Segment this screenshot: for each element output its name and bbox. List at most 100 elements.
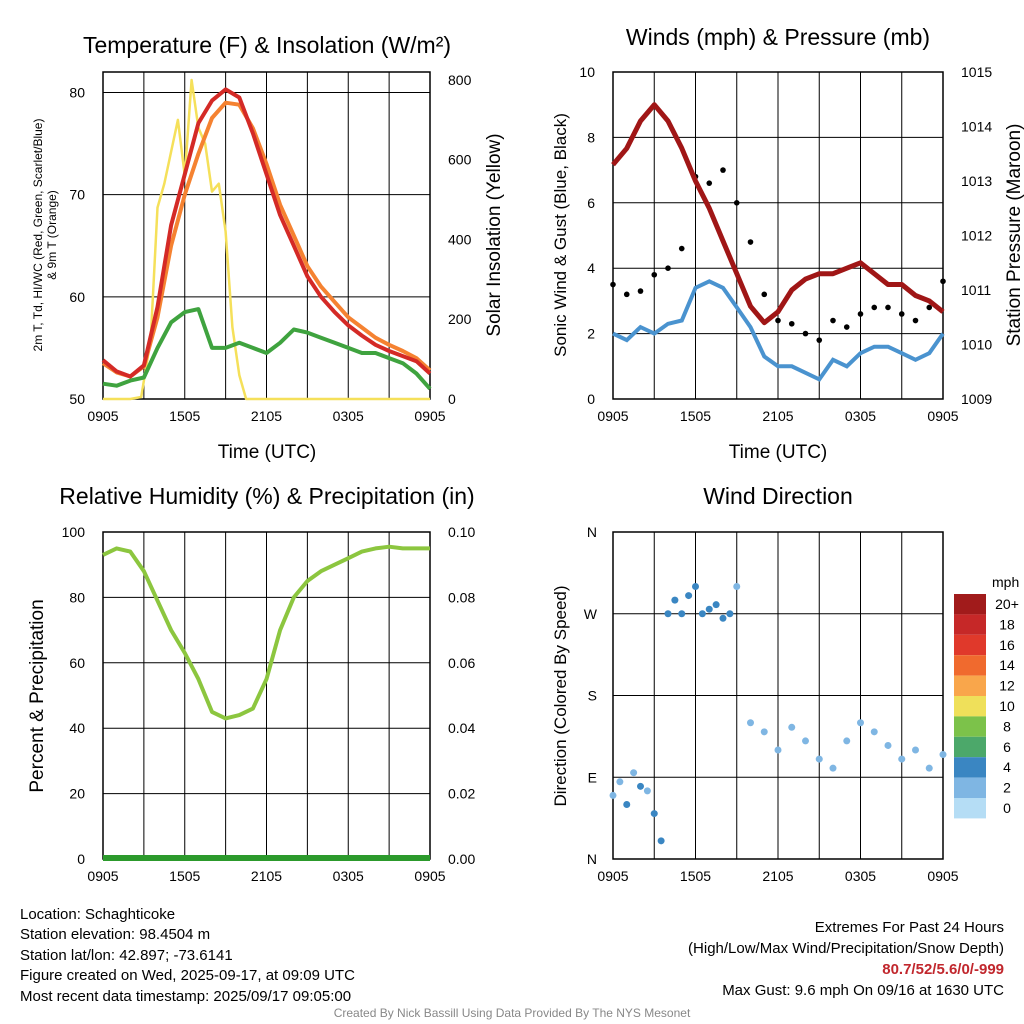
legend-swatch	[954, 675, 986, 696]
y-tick-label-left: 60	[69, 655, 85, 671]
direction-point	[685, 592, 693, 600]
direction-point	[925, 764, 933, 772]
wind-direction-title: Wind Direction	[703, 483, 853, 509]
temperature-xlabel: Time (UTC)	[218, 442, 317, 463]
y-tick-label-left: 100	[62, 524, 86, 540]
legend-label: 10	[999, 698, 1015, 714]
rh-xticks: 0905 1505 2105 0305 0905	[87, 868, 445, 884]
wind-title: Winds (mph) & Pressure (mb)	[626, 24, 930, 50]
x-tick-label: 1505	[169, 868, 200, 884]
legend-swatch	[954, 655, 986, 676]
y-tick-label: E	[588, 769, 597, 785]
gust-point	[637, 288, 644, 294]
wind-yticks-left: 0 2 4 6 8 10	[579, 64, 595, 407]
x-tick-label: 0905	[927, 868, 958, 884]
direction-point	[664, 610, 672, 618]
gust-point	[843, 324, 850, 330]
temperature-ylabel-left-2: & 9m T (Orange)	[45, 190, 59, 280]
temperature-ylabel-left-1: 2m T, Td, HI/WC (Red, Green, Scarlet/Blu…	[31, 119, 45, 352]
y-tick-label-left: 0	[77, 851, 85, 867]
rh-title: Relative Humidity (%) & Precipitation (i…	[59, 483, 474, 509]
x-tick-label: 0305	[845, 408, 876, 424]
created-text: Figure created on Wed, 2025-09-17, at 09…	[20, 967, 355, 985]
wind-series	[610, 102, 946, 382]
x-tick-label: 2105	[251, 408, 282, 424]
y-tick-label-left: 4	[587, 260, 595, 276]
x-tick-label: 1505	[169, 408, 200, 424]
y-tick-label-left: 6	[587, 195, 595, 211]
temp9m-line	[101, 100, 432, 379]
y-tick-label-right: 1010	[961, 337, 992, 353]
x-tick-label: 0305	[333, 868, 364, 884]
direction-point	[733, 583, 741, 590]
y-tick-label-right: 1011	[961, 282, 991, 298]
y-tick-label-right: 1009	[961, 391, 992, 407]
wind-ylabel-left: Sonic Wind & Gust (Blue, Black)	[551, 113, 570, 357]
direction-point	[712, 601, 720, 609]
credit-text: Created By Nick Bassill Using Data Provi…	[333, 1006, 691, 1020]
y-tick-label-right: 0.04	[448, 720, 475, 736]
y-tick-label-left: 80	[69, 84, 85, 100]
y-tick-label-right: 400	[448, 231, 472, 247]
direction-point	[788, 723, 796, 731]
y-tick-label-right: 0.06	[448, 655, 475, 671]
temperature-xticks: 0905 1505 2105 0305 0905	[87, 408, 445, 424]
x-tick-label: 0305	[333, 408, 364, 424]
insolation-line	[103, 78, 430, 401]
legend-swatch	[954, 716, 986, 737]
extremes-info: Extremes For Past 24 Hours (High/Low/Max…	[688, 917, 1004, 1001]
rh-yticks-right: 0.00 0.02 0.04 0.06 0.08 0.10	[448, 524, 475, 867]
gust-point	[885, 304, 891, 311]
y-tick-label-right: 0.08	[448, 589, 475, 605]
rh-ylabel-left: Percent & Precipitation	[27, 599, 48, 792]
direction-point	[726, 610, 734, 618]
temperature-ylabel-right: Solar Insolation (Yellow)	[484, 133, 505, 336]
wind-xlabel: Time (UTC)	[729, 442, 828, 463]
direction-point	[698, 610, 706, 618]
legend-label: 8	[1003, 718, 1011, 734]
temperature-yticks-right: 0 200 400 600 800	[448, 72, 472, 407]
direction-point	[747, 719, 754, 727]
direction-point	[650, 810, 658, 818]
legend-label: 14	[999, 657, 1015, 673]
legend-label: 20+	[995, 596, 1019, 612]
direction-point	[671, 596, 679, 604]
y-tick-label-left: 50	[69, 391, 85, 407]
gust-point	[940, 278, 946, 285]
recent-text: Most recent data timestamp: 2025/09/17 0…	[20, 987, 352, 1005]
max-gust-text: Max Gust: 9.6 mph On 09/16 at 1630 UTC	[722, 982, 1004, 999]
extremes-title: Extremes For Past 24 Hours	[814, 919, 1004, 936]
gust-point	[720, 167, 726, 173]
y-tick-label-left: 10	[579, 64, 595, 80]
direction-point	[760, 728, 768, 736]
direction-point	[857, 719, 864, 727]
legend-title: mph	[992, 574, 1019, 590]
y-tick-label-right: 1013	[961, 173, 992, 189]
gust-point	[610, 281, 616, 288]
x-tick-label: 0905	[87, 868, 118, 884]
temperature-title: Temperature (F) & Insolation (W/m²)	[83, 32, 451, 58]
gust-point	[623, 291, 630, 298]
y-tick-label-right: 0.02	[448, 786, 475, 802]
y-tick-label-right: 0	[448, 391, 456, 407]
y-tick-label-right: 1015	[961, 64, 992, 80]
y-tick-label-left: 2	[587, 326, 595, 342]
direction-point	[815, 755, 823, 763]
direction-point	[678, 610, 686, 618]
legend-label: 0	[1003, 800, 1011, 816]
wind-ylabel-right: Station Pressure (Maroon)	[1004, 124, 1024, 347]
wind-direction-grid	[613, 532, 943, 859]
direction-point	[657, 837, 665, 845]
x-tick-label: 0905	[597, 868, 628, 884]
gust-point	[678, 245, 685, 252]
x-tick-label: 1505	[680, 868, 711, 884]
extremes-subtitle: (High/Low/Max Wind/Precipitation/Snow De…	[688, 940, 1004, 957]
legend-swatch	[954, 696, 986, 717]
direction-point	[609, 791, 617, 799]
gust-point	[898, 311, 905, 317]
gust-point	[857, 311, 864, 317]
rh-grid	[103, 532, 430, 859]
legend-label: 16	[999, 637, 1015, 653]
y-tick-label-left: 8	[587, 129, 595, 145]
